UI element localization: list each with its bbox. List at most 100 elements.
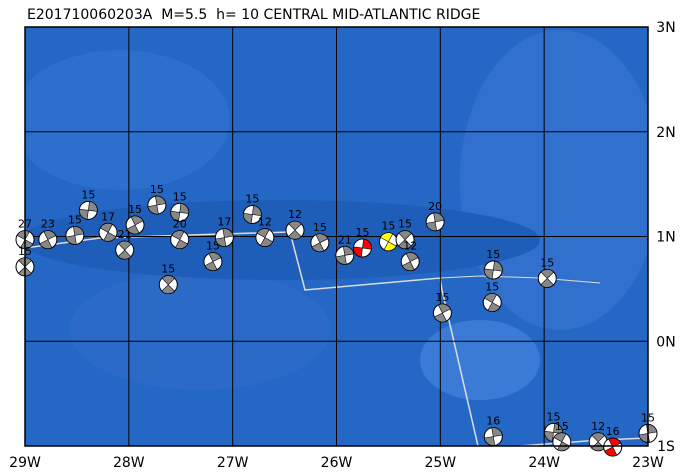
depth-label: 15 [81, 188, 95, 201]
compression-quadrant [126, 215, 144, 235]
beachball: 15 [78, 188, 98, 220]
depth-label: 15 [355, 226, 369, 239]
depth-label: 15 [68, 213, 82, 226]
depth-label: 12 [403, 240, 417, 253]
compression-quadrant [243, 205, 262, 224]
beachball: 20 [170, 218, 190, 250]
lon-label: 28W [113, 455, 145, 471]
depth-label: 15 [206, 240, 220, 253]
beachball: 15 [170, 190, 190, 222]
beachball: 15 [395, 218, 415, 250]
depth-label: 20 [428, 200, 442, 213]
beachball: 21 [335, 233, 355, 265]
compression-quadrant [425, 212, 445, 232]
depth-label: 15 [128, 203, 142, 216]
lon-label: 25W [424, 455, 456, 471]
compression-quadrant [540, 269, 555, 288]
compression-quadrant [171, 230, 189, 249]
frame [24, 26, 649, 447]
depth-label: 15 [485, 280, 499, 293]
lat-label: 3N [656, 20, 675, 36]
compression-quadrant [215, 228, 234, 247]
compression-quadrant [161, 275, 176, 294]
depth-label: 12 [288, 208, 302, 221]
lat-label: 2N [656, 125, 675, 141]
depth-label: 15 [381, 220, 395, 233]
beachball: 15 [158, 263, 178, 295]
depth-label: 15 [245, 193, 259, 206]
beachball: 15 [537, 256, 557, 288]
beachball: 15 [203, 240, 223, 272]
depth-label: 15 [486, 248, 500, 261]
beachball: 17 [214, 216, 234, 248]
beachball: 15 [125, 203, 145, 235]
beachball: 12 [255, 216, 275, 248]
beachball: 16 [483, 415, 503, 447]
compression-quadrant [483, 293, 501, 312]
compression-quadrant [147, 195, 167, 215]
beachball: 23 [38, 218, 58, 250]
compression-quadrant [39, 230, 57, 249]
compression-quadrant [604, 437, 622, 457]
lon-label: 29W [9, 455, 41, 471]
lon-label: 26W [321, 455, 353, 471]
beachball: 15 [352, 226, 372, 258]
depth-label: 15 [398, 218, 412, 231]
beachball: 21 [115, 228, 135, 260]
compression-quadrant [433, 303, 451, 323]
beachball: 15 [242, 193, 262, 225]
depth-label: 15 [161, 263, 175, 276]
depth-label: 15 [435, 291, 449, 304]
compression-quadrant [99, 223, 117, 242]
beachball: 15 [310, 221, 330, 253]
map-title: E201710060203A M=5.5 h= 10 CENTRAL MID-A… [27, 7, 480, 23]
compression-quadrant [353, 238, 372, 258]
compression-quadrant [288, 220, 302, 240]
lat-label: 1N [656, 230, 675, 246]
depth-label: 15 [555, 420, 569, 433]
compression-quadrant [204, 252, 222, 271]
depth-label: 12 [591, 420, 605, 433]
lon-label: 24W [528, 455, 560, 471]
beachball: 20 [425, 200, 445, 232]
compression-quadrant [335, 246, 355, 265]
beachball: 15 [147, 183, 167, 215]
lon-label: 23W [632, 455, 664, 471]
lat-label: 0N [656, 334, 675, 350]
compression-quadrant [484, 260, 503, 280]
depth-label: 21 [338, 233, 352, 246]
compression-quadrant [380, 232, 397, 252]
beachball: 15 [483, 248, 503, 280]
compression-quadrant [401, 252, 419, 271]
beachball: 12 [285, 208, 305, 240]
depth-label: 16 [486, 415, 500, 428]
depth-label: 17 [217, 216, 231, 229]
lat-label: 1S [657, 439, 675, 455]
depth-label: 20 [173, 218, 187, 231]
compression-quadrant [256, 228, 274, 247]
lon-label: 27W [217, 455, 249, 471]
depth-label: 15 [547, 410, 561, 423]
compression-quadrant [16, 230, 34, 249]
depth-label: 15 [173, 190, 187, 203]
beachball: 15 [482, 280, 502, 312]
compression-quadrant [398, 230, 412, 249]
beachball: 12 [400, 240, 420, 272]
compression-quadrant [311, 233, 329, 253]
beachball: 16 [603, 425, 623, 457]
depth-label: 15 [540, 256, 554, 269]
depth-label: 23 [41, 218, 55, 231]
depth-label: 15 [313, 221, 327, 234]
beachball: 15 [65, 213, 85, 245]
beachball: 15 [378, 220, 398, 252]
beachball: 17 [98, 210, 118, 242]
depth-label: 16 [606, 425, 620, 438]
compression-quadrant [79, 201, 98, 220]
compression-quadrant [65, 226, 85, 245]
beachball: 15 [432, 291, 452, 323]
depth-label: 12 [258, 216, 272, 229]
compression-quadrant [117, 240, 132, 260]
depth-label: 17 [101, 210, 115, 223]
